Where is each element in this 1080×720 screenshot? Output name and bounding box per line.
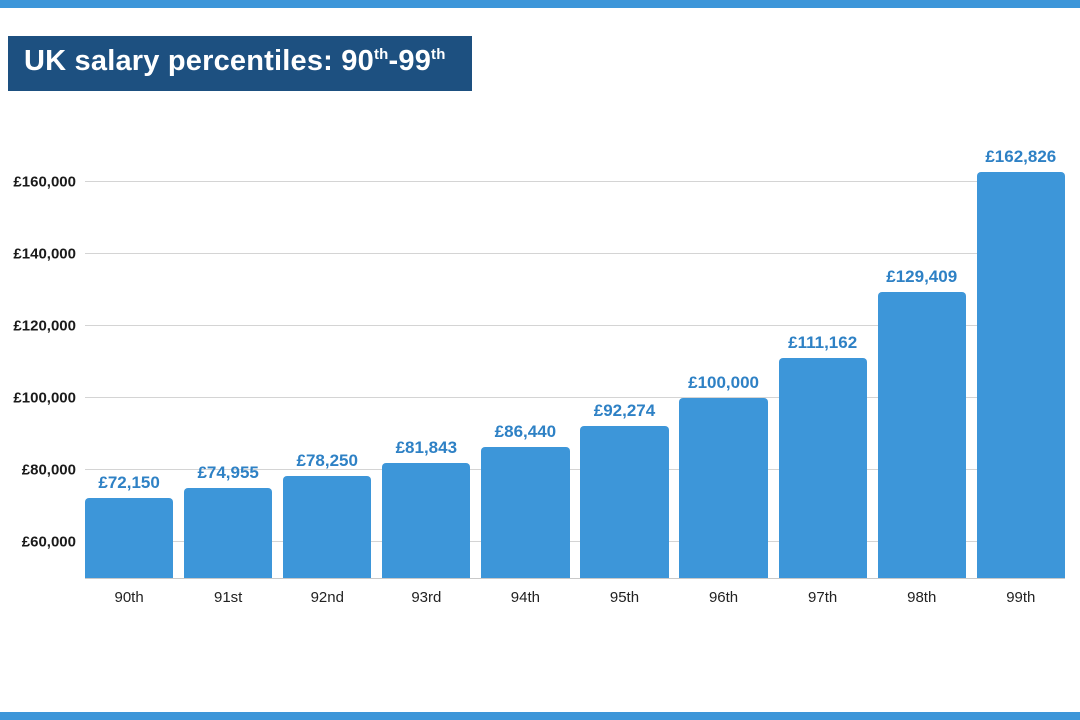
bar-slot: £92,274 [580,146,669,578]
bars: £72,150 £74,955 £78,250 £81,843 £86,440 £92,2… [85,146,1065,578]
y-tick-label: £120,000 [13,317,76,335]
bar [877,292,966,578]
bar-slot: £111,162 [778,146,867,578]
top-accent-bar [0,0,1080,8]
bar [580,425,669,578]
gridline [85,469,1065,470]
x-tick-label: 95th [609,589,640,606]
y-axis-labels: £60,000 £80,000 £100,000 £120,000 £140,000 £1… [0,146,76,578]
y-tick-label: £100,000 [13,389,76,407]
gridlines [85,146,1065,578]
plot-area: £72,150 £74,955 £78,250 £81,843 £86,440 £92,2… [85,146,1065,579]
bar [382,463,471,578]
chart-title-superscript-2: th [431,46,446,63]
x-tick-label: 99th [1006,589,1036,606]
x-tick-label: 93rd [411,589,442,606]
bar-value-label: £111,162 [788,332,858,352]
chart-title-superscript-1: th [373,46,389,63]
bar-value-label: £78,250 [296,451,358,471]
gridline [85,253,1065,254]
bar-slot: £86,440 [481,146,570,578]
bar-slot: £81,843 [382,146,471,578]
gridline [85,181,1065,182]
chart-title-banner: UK salary percentiles: 90th-99th [8,36,472,91]
y-tick-label: £160,000 [13,173,76,191]
chart-title-text-2: -99 [388,45,432,77]
y-tick-label: £140,000 [13,245,76,263]
gridline [85,325,1065,326]
bar [778,357,867,578]
bar [283,476,372,578]
bar [85,498,174,578]
bar-slot: £100,000 [679,146,768,578]
bar-value-label: £86,440 [494,421,557,441]
bar [976,171,1065,578]
bar-value-label: £72,150 [98,473,160,493]
bar [481,446,570,578]
bar-slot: £72,150 [85,146,174,578]
bar-slot: £78,250 [283,146,372,578]
bar-slot: £129,409 [877,146,966,578]
bar-chart: £60,000 £80,000 £100,000 £120,000 £140,000 £1… [0,146,1080,656]
x-tick-label: 90th [114,589,144,606]
bar-value-label: £100,000 [688,373,760,392]
x-tick-label: 92nd [310,589,344,606]
x-tick-label: 98th [907,589,937,606]
bottom-accent-bar [0,712,1080,720]
bar-value-label: £74,955 [197,463,259,483]
x-axis-labels: 90th 91st 92nd 93rd 94th 95th 96th 97th 98th 99th [85,579,1065,606]
bar [184,488,273,578]
gridline [85,541,1065,543]
bar-value-label: £162,826 [985,146,1057,166]
bar [679,398,768,578]
bar-slot: £74,955 [184,146,273,578]
y-tick-label: £60,000 [21,533,76,551]
y-tick-label: £80,000 [21,461,76,479]
x-tick-label: 94th [510,589,540,606]
x-tick-label: 97th [808,589,838,606]
x-tick-label: 91st [213,589,243,606]
gridline [85,397,1065,398]
bar-value-label: £81,843 [395,438,458,458]
chart-title: UK salary percentiles: 90th-99th [24,47,446,76]
chart-title-text: UK salary percentiles: 90 [24,45,374,77]
x-tick-label: 96th [708,589,739,606]
bar-value-label: £92,274 [593,400,656,420]
bar-value-label: £129,409 [886,267,958,287]
bar-slot: £162,826 [976,146,1065,578]
